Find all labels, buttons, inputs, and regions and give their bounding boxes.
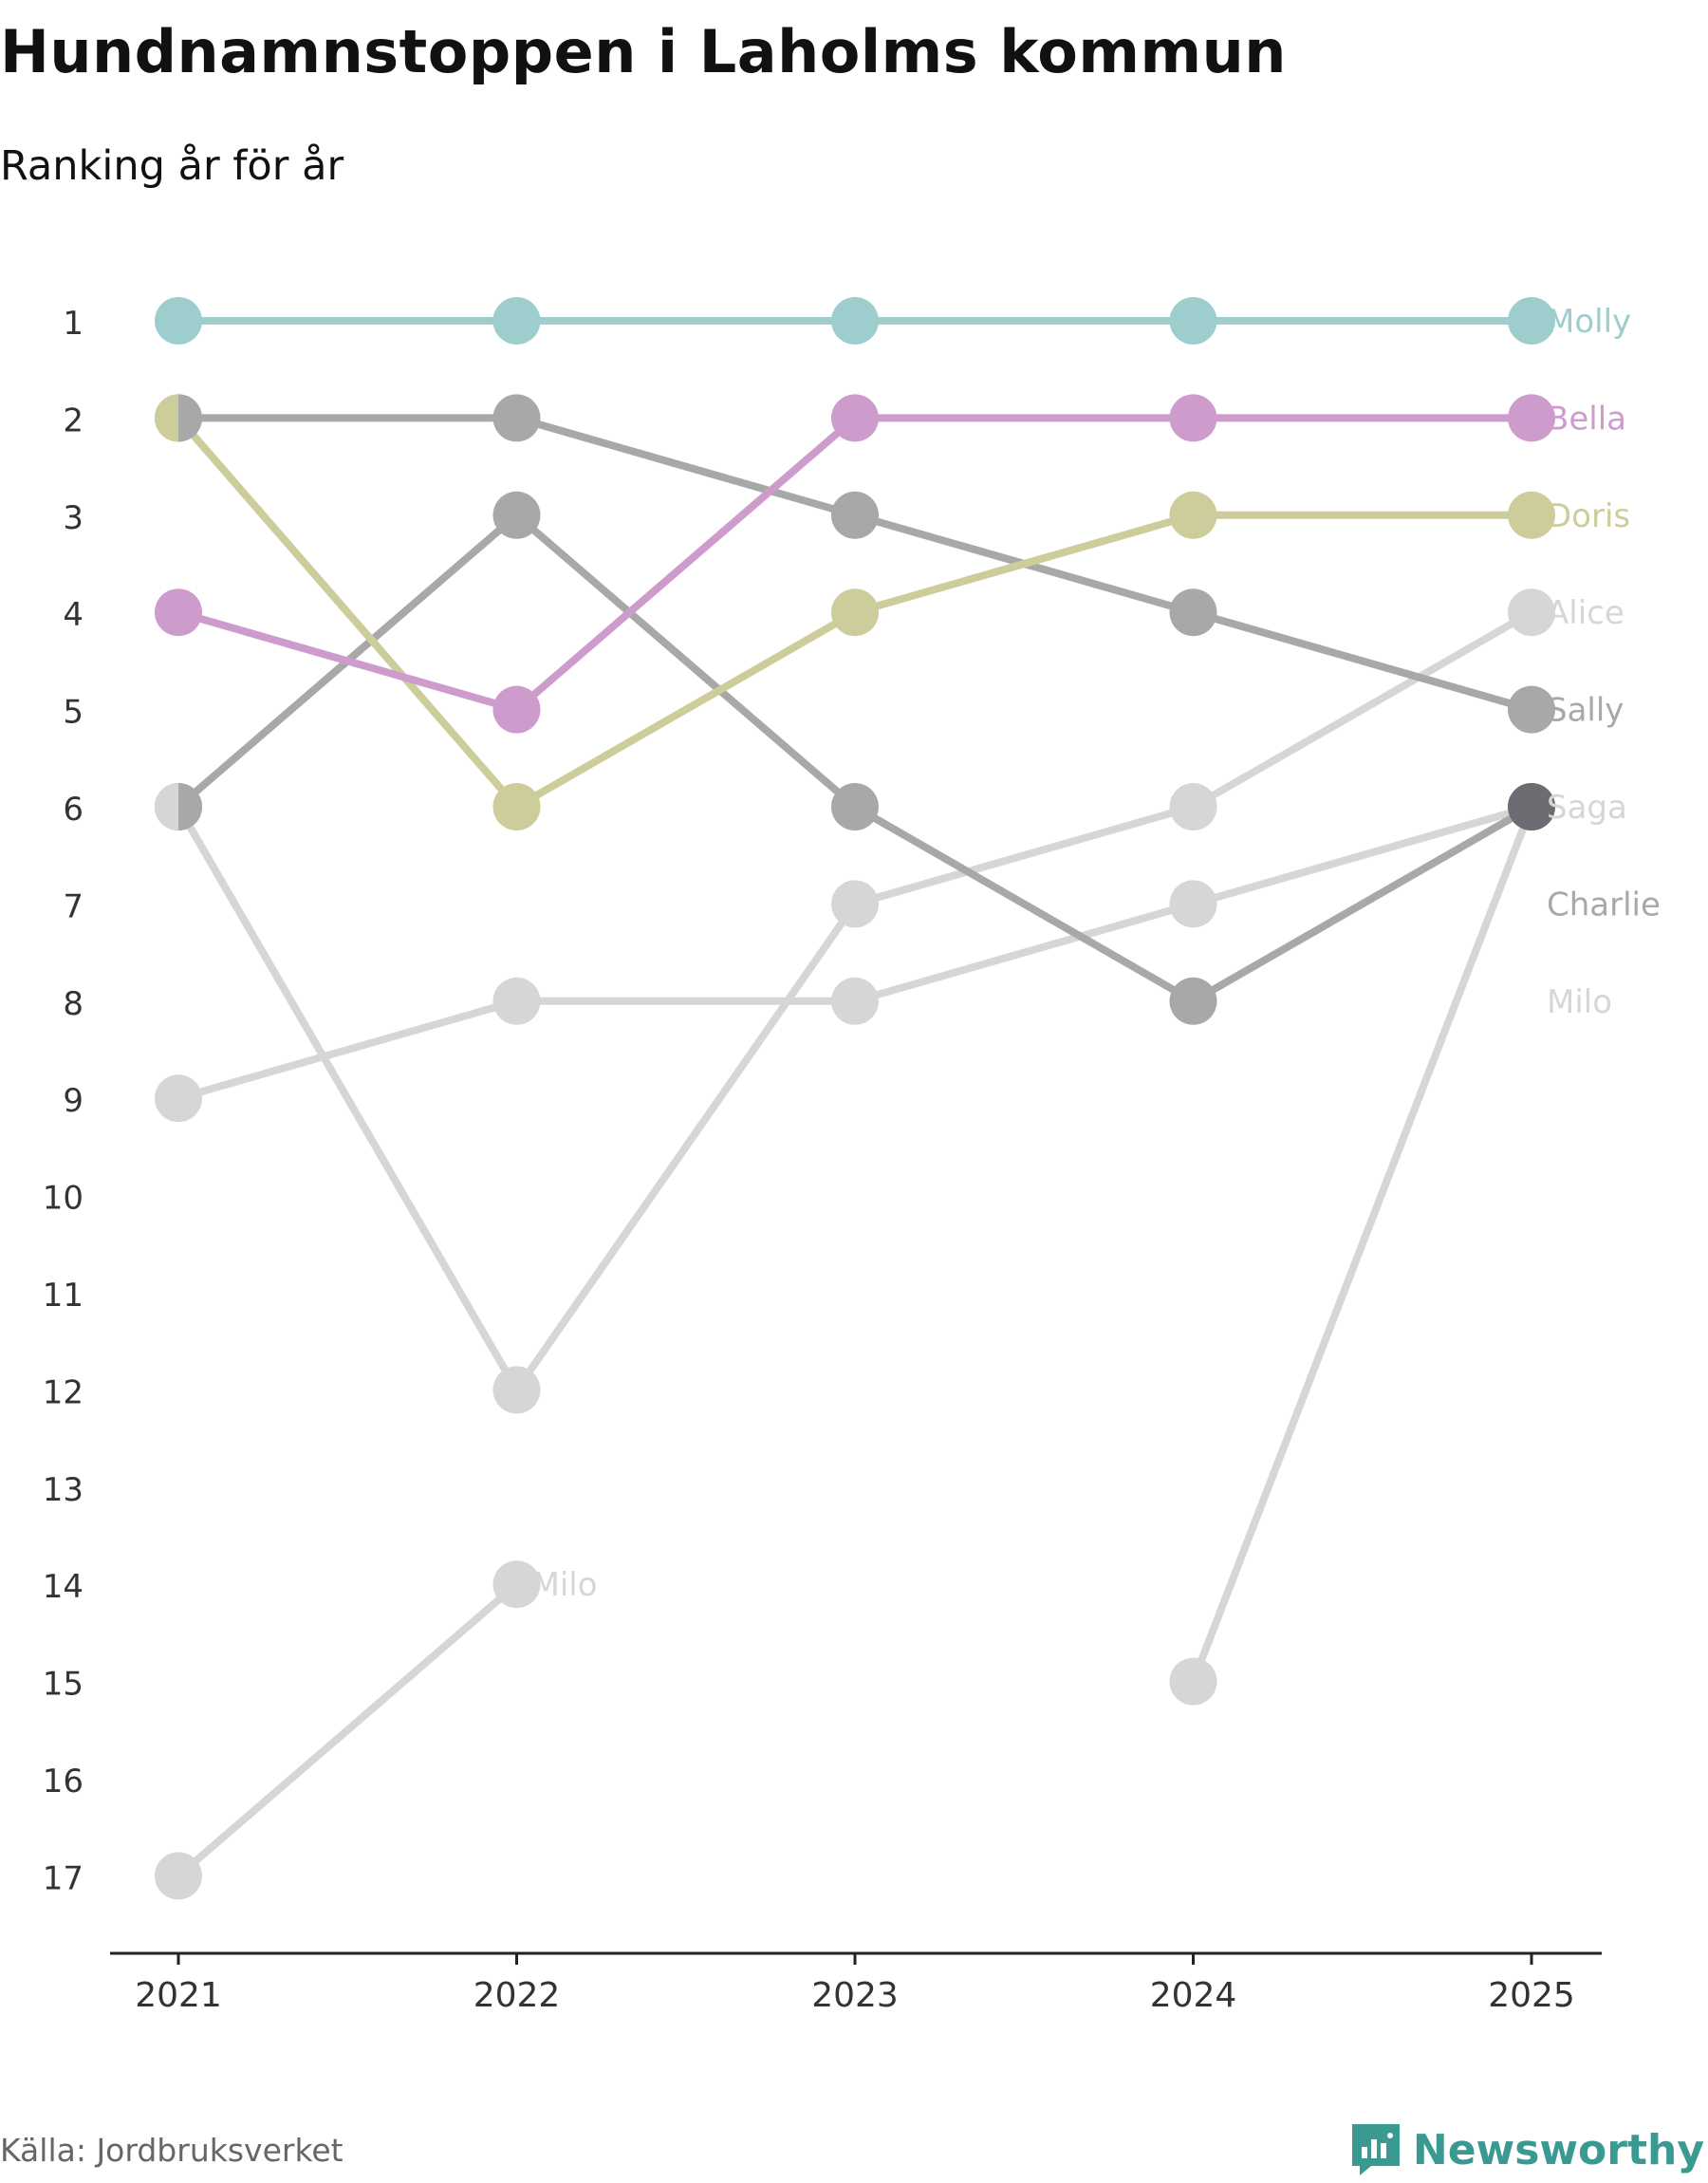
- y-tick-label: 2: [63, 401, 84, 439]
- series-dot: [1169, 588, 1217, 637]
- series-dot: [492, 491, 541, 539]
- y-tick-label: 1: [63, 305, 84, 343]
- series-label: Sally: [1547, 692, 1624, 730]
- series-dot: [492, 977, 541, 1025]
- series-dot: [831, 977, 879, 1025]
- series-dot: [155, 1852, 202, 1900]
- series-line: [175, 803, 1535, 1103]
- series-label: Doris: [1547, 497, 1630, 535]
- page-subtitle: Ranking år för år: [0, 142, 344, 190]
- series-dot: [1508, 588, 1555, 637]
- x-tick-label: 2025: [1488, 1976, 1575, 2015]
- split-dot-left: [155, 394, 178, 442]
- series-dot: [1508, 297, 1555, 345]
- y-tick-label: 17: [43, 1859, 84, 1897]
- series-dot: [492, 685, 541, 734]
- y-tick-label: 11: [43, 1277, 84, 1315]
- series-dots: [155, 297, 1555, 1900]
- y-tick-label: 6: [63, 791, 84, 829]
- series-labels: Molly Bella Doris Alice Sally Saga Charlie Milo…: [532, 303, 1661, 1604]
- series-dot: [1169, 977, 1217, 1025]
- series-label: Alice: [1547, 594, 1624, 632]
- series-dot: [1169, 1657, 1217, 1706]
- x-tick-label: 2024: [1150, 1976, 1237, 2015]
- split-dot-right: [178, 394, 203, 442]
- split-dot-right: [178, 783, 202, 830]
- y-tick-label: 7: [63, 887, 84, 925]
- series-label: Saga: [1547, 789, 1627, 827]
- series-dot: [1508, 394, 1555, 442]
- x-tick-label: 2021: [135, 1976, 222, 2015]
- series-dot: [1169, 491, 1217, 539]
- y-tick-label: 8: [63, 985, 84, 1023]
- y-tick-label: 14: [43, 1568, 84, 1606]
- series-line: [1189, 803, 1535, 1686]
- series-dot: [1169, 394, 1217, 442]
- brand-name: Newsworthy: [1412, 2125, 1704, 2174]
- series-dot: [831, 783, 879, 830]
- brand-logo: Newsworthy: [1350, 2122, 1704, 2177]
- series-label: Bella: [1547, 400, 1626, 438]
- x-tick-label: 2022: [473, 1976, 561, 2015]
- series-dot: [831, 880, 879, 928]
- series-dot: [1169, 880, 1217, 928]
- series-line: [175, 1580, 521, 1880]
- series-dot: [492, 1366, 541, 1414]
- y-tick-label: 4: [63, 596, 84, 634]
- newsworthy-logo-icon: [1351, 2124, 1400, 2175]
- y-tick-label: 15: [43, 1666, 84, 1704]
- series-dot: [155, 588, 202, 637]
- series-dot: [831, 491, 879, 539]
- series-dot: [492, 1560, 541, 1609]
- series-label: Charlie: [1547, 886, 1661, 924]
- y-tick-label: 16: [43, 1763, 84, 1801]
- x-tick-label: 2023: [811, 1976, 899, 2015]
- y-tick-label: 9: [63, 1082, 84, 1120]
- series-dot: [1169, 783, 1217, 830]
- series-line: [175, 414, 1535, 714]
- series-dot: [1169, 297, 1217, 345]
- page-title: Hundnamnstoppen i Laholms kommun: [0, 17, 1287, 86]
- series-dot: [1508, 491, 1555, 539]
- series-label: Molly: [1547, 303, 1631, 341]
- series-label: Milo: [532, 1566, 598, 1604]
- series-lines: [175, 317, 1535, 1880]
- series-dot: [155, 1074, 202, 1123]
- y-tick-label: 12: [43, 1373, 84, 1411]
- y-tick-label: 3: [63, 499, 84, 537]
- x-axis: 2021 2022 2023 2024 2025: [110, 1951, 1602, 2015]
- split-dot-left: [155, 783, 178, 830]
- series-dot: [492, 783, 541, 830]
- series-dot: [831, 588, 879, 637]
- series-line: [175, 511, 1535, 1005]
- series-dot: [1508, 685, 1555, 734]
- series-dot: [492, 394, 541, 442]
- highlight-dot: [1508, 783, 1555, 830]
- y-tick-label: 13: [43, 1471, 84, 1509]
- series-dot: [155, 297, 202, 345]
- series-dot: [492, 297, 541, 345]
- source-note: Källa: Jordbruksverket: [0, 2132, 343, 2169]
- series-label: Milo: [1547, 983, 1612, 1021]
- series-line: [175, 414, 1535, 714]
- y-tick-label: 5: [63, 694, 84, 732]
- series-dot: [831, 394, 879, 442]
- series-dot: [831, 297, 879, 345]
- y-tick-label: 10: [43, 1180, 84, 1218]
